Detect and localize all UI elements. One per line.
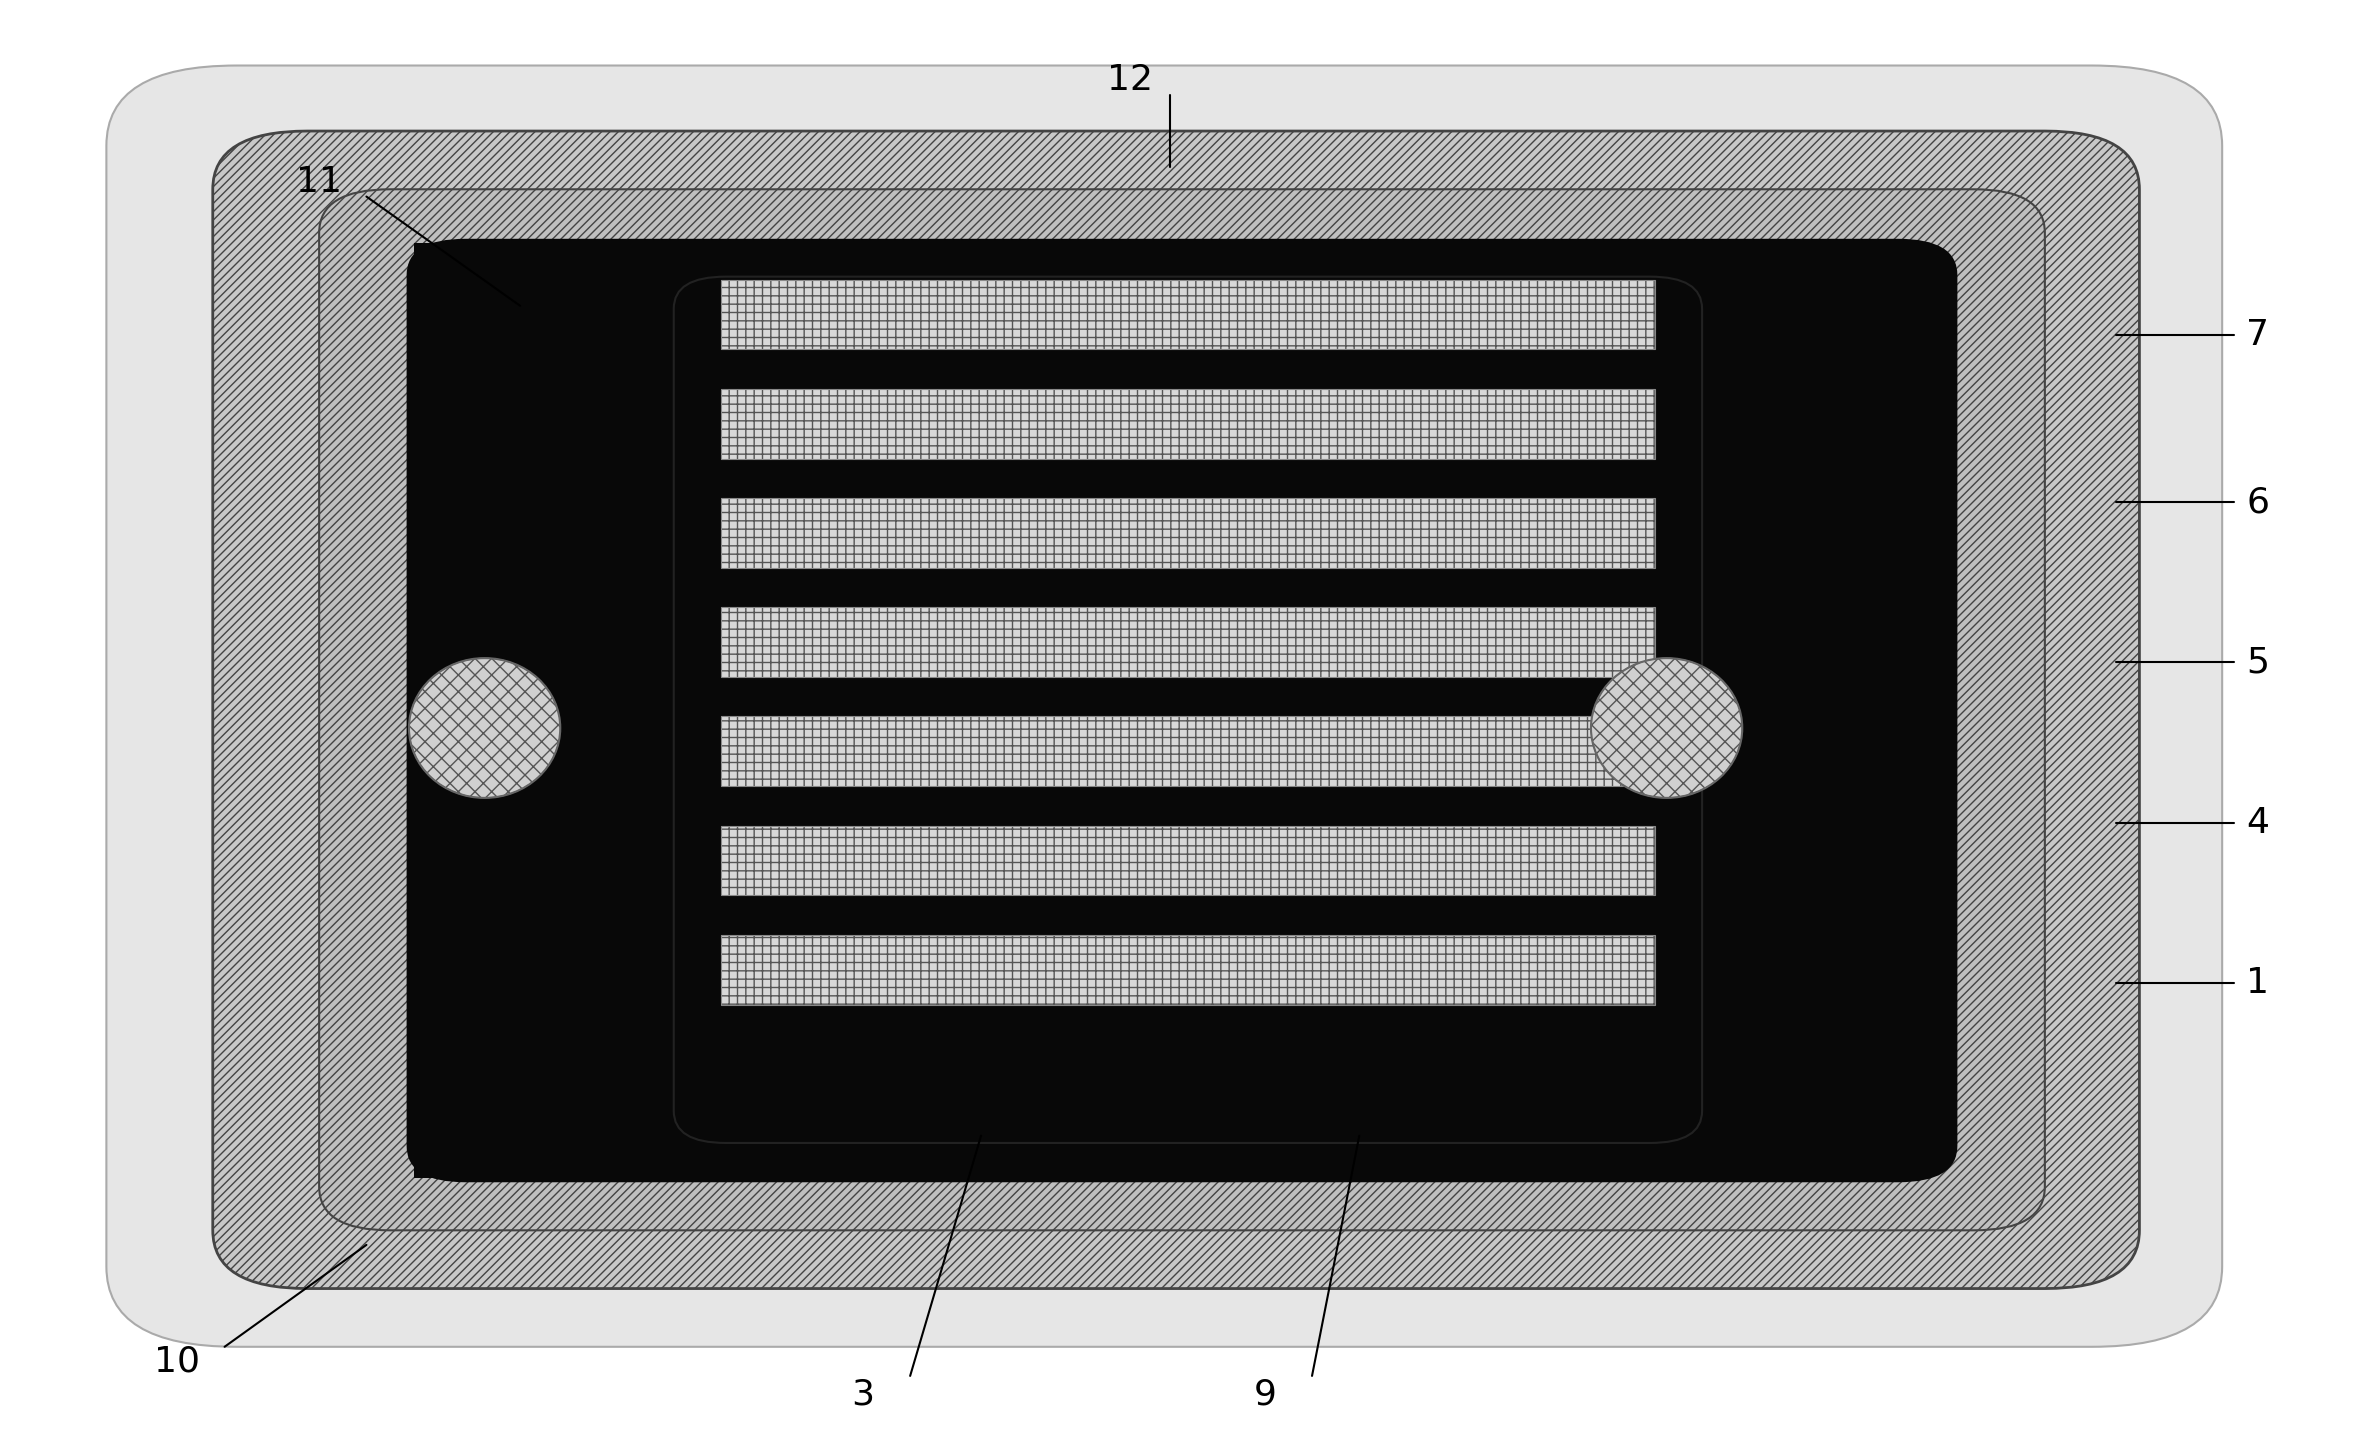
Text: 7: 7 [2246, 317, 2269, 352]
Text: 10: 10 [154, 1344, 201, 1379]
Bar [721, 826, 1655, 895]
Text: 12: 12 [1106, 63, 1154, 98]
Text: 6: 6 [2246, 485, 2269, 520]
Text: 4: 4 [2246, 805, 2269, 840]
FancyBboxPatch shape [106, 66, 2222, 1347]
Text: 11: 11 [296, 165, 343, 199]
Bar [721, 935, 1655, 1005]
Text: 5: 5 [2246, 645, 2269, 680]
Bar [721, 607, 1655, 677]
Bar [721, 607, 1655, 677]
Bar [721, 498, 1655, 568]
Text: 1: 1 [2246, 965, 2269, 1000]
Bar [721, 498, 1655, 568]
Bar [721, 498, 1655, 568]
Text: 3: 3 [851, 1377, 875, 1412]
Ellipse shape [409, 658, 560, 798]
FancyBboxPatch shape [319, 189, 2045, 1230]
FancyBboxPatch shape [319, 189, 2045, 1230]
Bar [721, 826, 1655, 895]
Bar [721, 389, 1655, 459]
Bar [721, 716, 1655, 786]
Bar [721, 935, 1655, 1005]
FancyBboxPatch shape [407, 239, 1957, 1182]
Bar [721, 935, 1655, 1005]
Bar [721, 389, 1655, 459]
Bar [721, 607, 1655, 677]
Bar [721, 716, 1655, 786]
FancyBboxPatch shape [213, 131, 2139, 1289]
Bar [721, 716, 1655, 786]
Bar [721, 280, 1655, 349]
Bar [721, 826, 1655, 895]
Bar [721, 280, 1655, 349]
Bar [721, 280, 1655, 349]
Ellipse shape [1591, 658, 1742, 798]
FancyBboxPatch shape [674, 277, 1702, 1143]
Bar [414, 243, 686, 1178]
Text: 9: 9 [1253, 1377, 1277, 1412]
Bar [721, 389, 1655, 459]
